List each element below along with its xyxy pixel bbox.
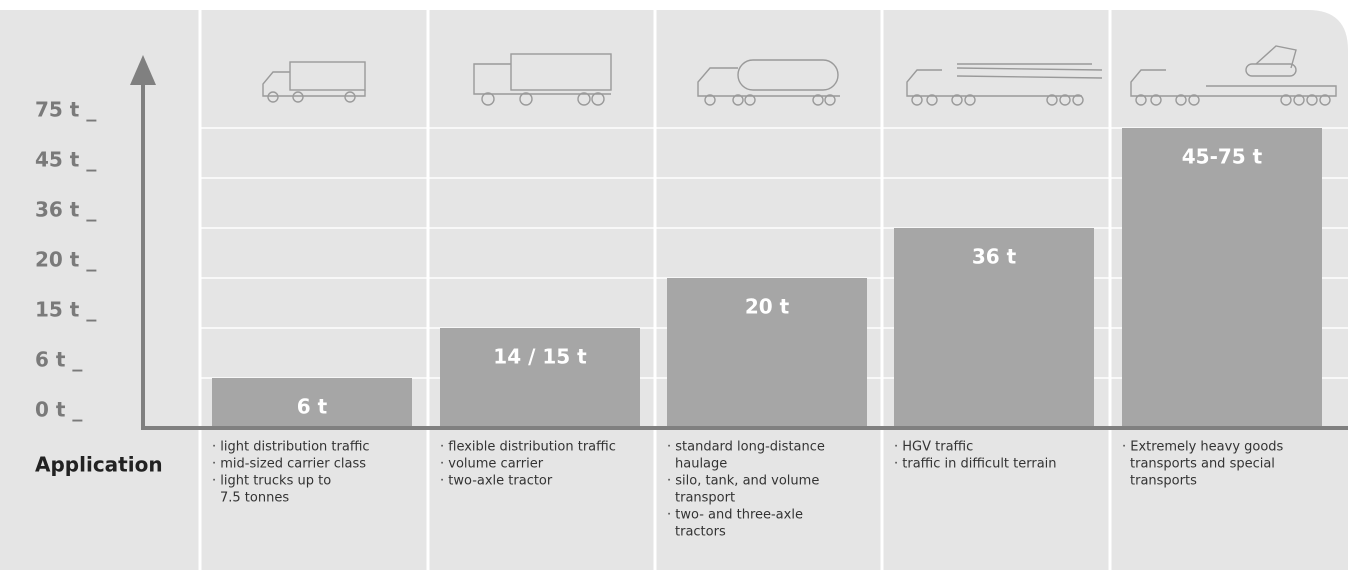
bar bbox=[1122, 128, 1322, 428]
application-text: · traffic in difficult terrain bbox=[894, 457, 1057, 472]
y-tick-label: 20 t _ bbox=[35, 248, 96, 272]
application-text: haulage bbox=[675, 457, 727, 472]
y-tick-label: 0 t _ bbox=[35, 398, 82, 422]
y-tick-label: 6 t _ bbox=[35, 348, 82, 372]
y-tick-label: 45 t _ bbox=[35, 148, 96, 172]
application-text: · flexible distribution traffic bbox=[440, 440, 616, 455]
application-text: transport bbox=[675, 491, 735, 506]
application-text: transports and special bbox=[1130, 457, 1275, 472]
application-text: · HGV traffic bbox=[894, 440, 973, 455]
chart: 0 t _ 6 t _ 15 t _ 20 t _ 36 t _ 45 t _ 75 t _… bbox=[0, 0, 1348, 570]
application-text: · standard long-distance bbox=[667, 440, 825, 455]
y-tick-label: 36 t _ bbox=[35, 198, 96, 222]
bar-label: 14 / 15 t bbox=[493, 345, 587, 369]
bar-label: 6 t bbox=[297, 395, 328, 419]
application-text: · silo, tank, and volume bbox=[667, 474, 819, 489]
bar-label: 45-75 t bbox=[1182, 145, 1263, 169]
application-text: 7.5 tonnes bbox=[220, 491, 289, 506]
application-text: tractors bbox=[675, 525, 726, 540]
application-text: · volume carrier bbox=[440, 457, 544, 472]
application-text: · two- and three-axle bbox=[667, 508, 803, 523]
application-text: · light distribution traffic bbox=[212, 440, 370, 455]
bar-label: 20 t bbox=[745, 295, 790, 319]
application-text: transports bbox=[1130, 474, 1197, 489]
application-text: · light trucks up to bbox=[212, 474, 331, 489]
bar bbox=[440, 328, 640, 428]
application-text: · Extremely heavy goods bbox=[1122, 440, 1284, 455]
y-tick-label: 75 t _ bbox=[35, 98, 96, 122]
application-text: · mid-sized carrier class bbox=[212, 457, 366, 472]
bar-label: 36 t bbox=[972, 245, 1017, 269]
y-tick-label: 15 t _ bbox=[35, 298, 96, 322]
application-text: · two-axle tractor bbox=[440, 474, 553, 489]
application-label: Application bbox=[35, 453, 163, 477]
